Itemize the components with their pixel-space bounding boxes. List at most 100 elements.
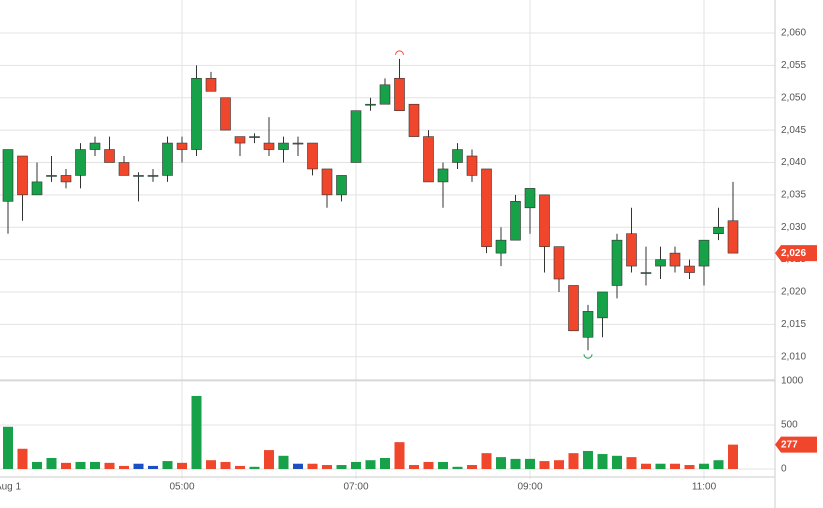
volume-bar (554, 460, 564, 469)
volume-bar (119, 465, 129, 469)
volume-bar (365, 460, 376, 469)
candle-body (611, 239, 623, 286)
volume-bar (264, 450, 274, 469)
volume-bar (597, 454, 608, 469)
candle-body (147, 175, 159, 177)
candle-body (321, 168, 333, 196)
candle-body (336, 175, 347, 196)
volume-bar (17, 448, 28, 469)
volume-bar (467, 465, 477, 469)
candle-body (582, 311, 594, 338)
volume-bar (496, 457, 506, 469)
volume-bar (626, 457, 637, 469)
volume-bar (684, 465, 695, 469)
volume-bar (612, 455, 622, 469)
y-tick-label: 2,015 (781, 319, 806, 330)
candle-body (539, 194, 550, 247)
last-price-label: 2,026 (781, 248, 806, 259)
volume-bar (46, 458, 57, 469)
candle-body (46, 175, 57, 177)
candle-body (713, 226, 724, 234)
y-tick-label: 2,020 (781, 287, 806, 298)
low-marker (583, 354, 593, 359)
candle-body (568, 285, 579, 332)
volume-bar (481, 453, 492, 469)
candle-body (365, 103, 376, 106)
candle-body (640, 272, 652, 274)
candle-body (669, 252, 681, 267)
volume-bar (191, 395, 202, 469)
last-volume-tag (775, 436, 817, 453)
candle-body (495, 239, 507, 254)
candle-body (466, 155, 478, 176)
candle-body (437, 168, 449, 183)
candle-body (31, 181, 43, 196)
candle-body (655, 259, 666, 267)
volume-bar (394, 442, 405, 469)
volume-bar (713, 460, 724, 469)
candle-body (408, 103, 420, 137)
y-tick-label: 2,045 (781, 125, 806, 136)
volume-bar (104, 462, 115, 469)
volume-bar (525, 458, 535, 469)
volume-bar (409, 465, 419, 469)
volume-bar (641, 463, 651, 469)
candle-body (220, 97, 231, 131)
volume-bar (322, 465, 332, 469)
volume-bar (438, 461, 448, 469)
candle-body (162, 142, 173, 176)
candle-body (133, 175, 144, 177)
candle-body (452, 149, 463, 163)
candle-body (524, 188, 536, 209)
volume-bar (3, 426, 13, 469)
candle-body (292, 142, 304, 145)
candle-body (698, 239, 710, 267)
volume-bar (380, 458, 390, 469)
candle-body (727, 220, 739, 254)
y-tick-label: 2,035 (781, 189, 806, 200)
volume-bar (249, 466, 260, 469)
candle-body (597, 291, 608, 319)
candle-body (191, 78, 202, 150)
y-tick-label: 2,060 (781, 28, 806, 39)
last-volume-label: 277 (781, 439, 798, 450)
volume-bar (510, 458, 521, 469)
candle-body (234, 136, 246, 144)
candle-body (307, 142, 318, 170)
volume-bar (423, 461, 434, 469)
x-tick-label: Aug 1 (0, 482, 22, 493)
volume-bar (90, 461, 100, 469)
x-tick-label: 11:00 (692, 482, 717, 493)
candle-body (379, 84, 391, 105)
last-price-tag (775, 245, 817, 262)
candle-body (626, 233, 637, 267)
volume-bar (133, 463, 144, 469)
y-tick-label: 2,040 (781, 157, 806, 168)
vol-tick-label: 500 (781, 420, 798, 431)
candle-body (17, 155, 28, 196)
volume-bar (351, 461, 361, 469)
volume-bar (206, 460, 216, 469)
candle-body (2, 149, 14, 202)
y-tick-label: 2,010 (781, 351, 806, 362)
volume-bar (307, 463, 318, 469)
volume-bar (655, 463, 666, 469)
y-tick-label: 2,050 (781, 92, 806, 103)
volume-bar (452, 466, 463, 469)
volume-bar (220, 461, 231, 469)
volume-bar (61, 462, 71, 469)
candle-body (104, 149, 115, 163)
candle-body (423, 136, 434, 183)
candle-body (278, 142, 289, 150)
volume-bar (75, 461, 86, 469)
volume-bar (162, 461, 173, 469)
volume-bar (278, 455, 289, 469)
volume-bar (670, 463, 680, 469)
volume-bar (728, 444, 738, 469)
candle-body (684, 265, 695, 273)
y-tick-label: 2,055 (781, 60, 806, 71)
candle-body (481, 168, 492, 247)
candle-body (394, 78, 405, 111)
candle-body (350, 110, 362, 163)
